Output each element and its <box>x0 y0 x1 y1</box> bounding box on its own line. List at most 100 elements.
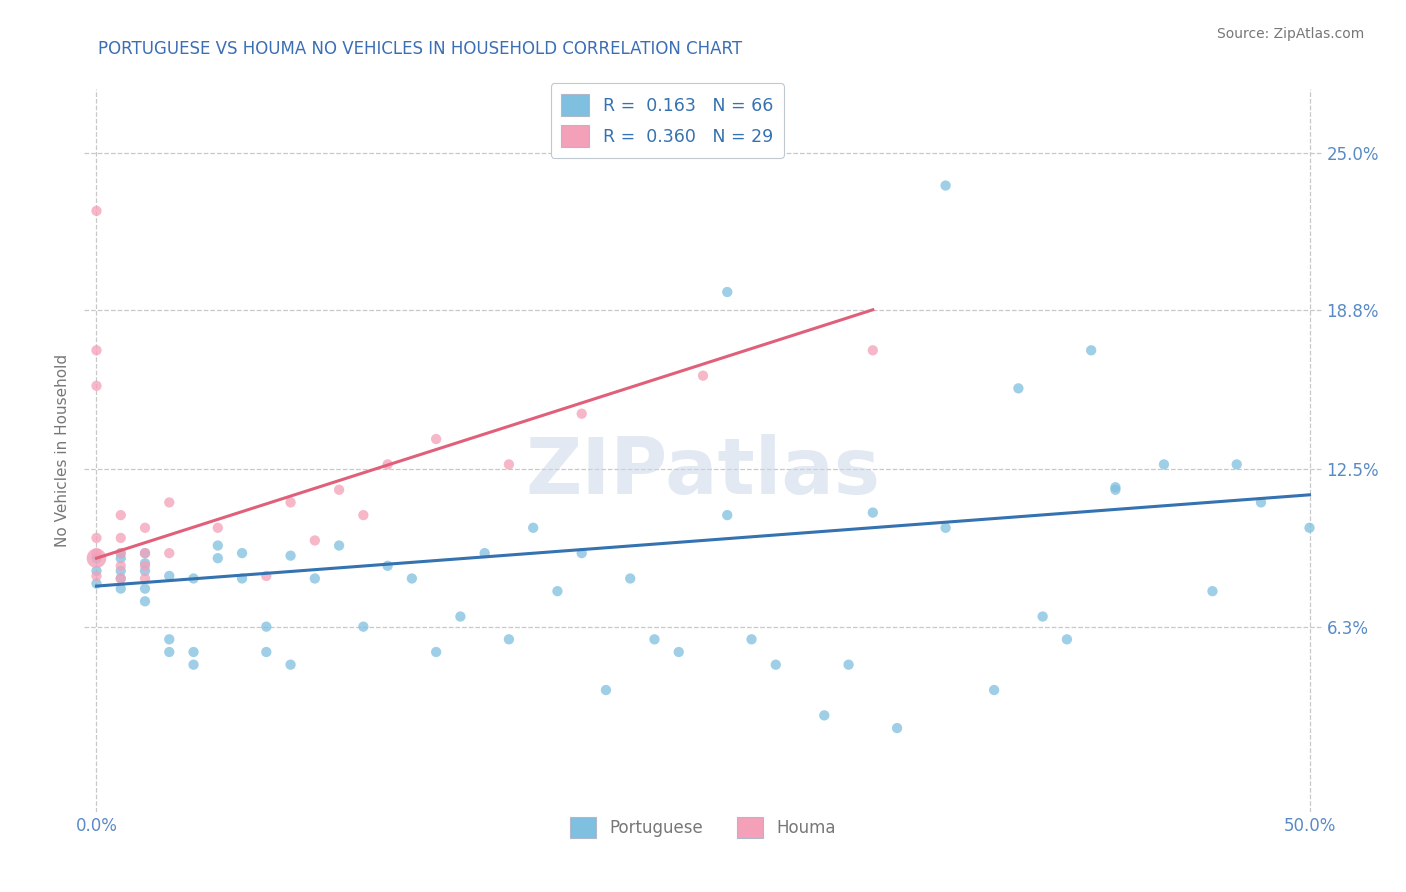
Point <box>1226 458 1249 472</box>
Point <box>862 506 884 520</box>
Point <box>86 551 108 566</box>
Point <box>1298 521 1320 535</box>
Point <box>207 521 229 535</box>
Point <box>134 572 156 586</box>
Point <box>862 343 884 358</box>
Point <box>157 546 180 560</box>
Point <box>1201 584 1223 599</box>
Point <box>110 531 132 545</box>
Point <box>86 564 108 578</box>
Point <box>352 620 374 634</box>
Point <box>134 521 156 535</box>
Point <box>254 620 277 634</box>
Point <box>280 657 302 672</box>
Point <box>86 531 108 545</box>
Point <box>134 556 156 570</box>
Point <box>304 572 326 586</box>
Point <box>571 407 593 421</box>
Point <box>134 546 156 560</box>
Point <box>813 708 835 723</box>
Point <box>86 379 108 393</box>
Point <box>352 508 374 522</box>
Point <box>328 483 350 497</box>
Legend: Portuguese, Houma: Portuguese, Houma <box>561 809 845 847</box>
Point <box>983 683 1005 698</box>
Point <box>498 458 520 472</box>
Point <box>1104 483 1126 497</box>
Point <box>1104 480 1126 494</box>
Point <box>765 657 787 672</box>
Point <box>449 609 471 624</box>
Point <box>110 572 132 586</box>
Point <box>1056 632 1078 647</box>
Point <box>110 551 132 566</box>
Point <box>86 551 108 566</box>
Point <box>183 657 205 672</box>
Point <box>328 539 350 553</box>
Point <box>110 546 132 560</box>
Point <box>1032 609 1054 624</box>
Point <box>231 546 253 560</box>
Point <box>546 584 568 599</box>
Point <box>110 564 132 578</box>
Point <box>183 645 205 659</box>
Point <box>86 203 108 218</box>
Point <box>886 721 908 735</box>
Point <box>231 572 253 586</box>
Point <box>134 546 156 560</box>
Point <box>1153 458 1175 472</box>
Point <box>401 572 423 586</box>
Point <box>716 508 738 522</box>
Point <box>692 368 714 383</box>
Point <box>377 558 399 573</box>
Point <box>86 576 108 591</box>
Point <box>1080 343 1102 358</box>
Text: PORTUGUESE VS HOUMA NO VEHICLES IN HOUSEHOLD CORRELATION CHART: PORTUGUESE VS HOUMA NO VEHICLES IN HOUSE… <box>98 40 742 58</box>
Point <box>619 572 641 586</box>
Point <box>280 495 302 509</box>
Point <box>668 645 690 659</box>
Point <box>207 551 229 566</box>
Point <box>86 343 108 358</box>
Point <box>134 582 156 596</box>
Point <box>716 285 738 299</box>
Point <box>254 569 277 583</box>
Point <box>838 657 860 672</box>
Point <box>110 572 132 586</box>
Point <box>1250 495 1272 509</box>
Point <box>571 546 593 560</box>
Point <box>425 645 447 659</box>
Point <box>110 582 132 596</box>
Point <box>643 632 665 647</box>
Point <box>134 558 156 573</box>
Point <box>595 683 617 698</box>
Y-axis label: No Vehicles in Household: No Vehicles in Household <box>55 354 70 547</box>
Point <box>110 546 132 560</box>
Point <box>157 495 180 509</box>
Text: Source: ZipAtlas.com: Source: ZipAtlas.com <box>1216 27 1364 41</box>
Point <box>522 521 544 535</box>
Point <box>207 539 229 553</box>
Point <box>935 178 957 193</box>
Point <box>134 564 156 578</box>
Point <box>86 569 108 583</box>
Point <box>110 558 132 573</box>
Point <box>377 458 399 472</box>
Point <box>86 546 108 560</box>
Point <box>935 521 957 535</box>
Text: ZIPatlas: ZIPatlas <box>526 434 880 510</box>
Point <box>425 432 447 446</box>
Point <box>157 645 180 659</box>
Point <box>304 533 326 548</box>
Point <box>110 508 132 522</box>
Point <box>474 546 496 560</box>
Point <box>1007 381 1029 395</box>
Point <box>157 569 180 583</box>
Point <box>134 594 156 608</box>
Point <box>157 632 180 647</box>
Point <box>254 645 277 659</box>
Point <box>498 632 520 647</box>
Point <box>741 632 763 647</box>
Point <box>183 572 205 586</box>
Point <box>280 549 302 563</box>
